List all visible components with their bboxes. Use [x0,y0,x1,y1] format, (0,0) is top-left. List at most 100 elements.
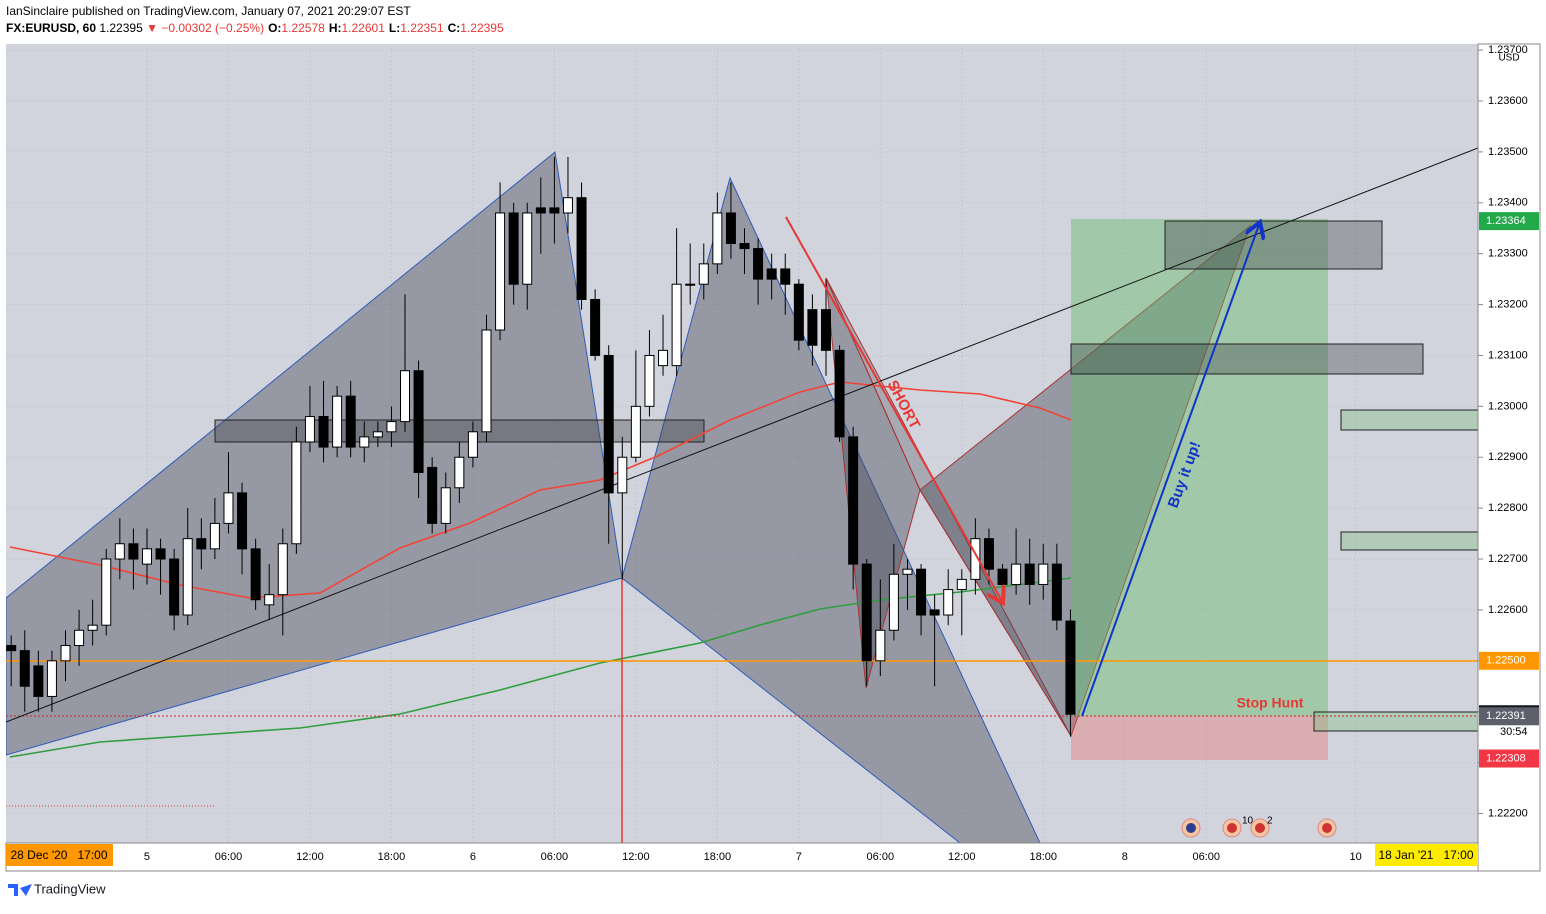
candle-body [956,578,967,591]
currency: USD [1498,53,1519,64]
candle-body [739,242,750,250]
range-start-badge [6,844,113,866]
candle-body [861,563,872,662]
zone-box [1340,531,1478,551]
change: ▼ −0.00302 (−0.25%) [146,21,264,35]
candle-body [983,538,994,570]
candle-body [291,441,302,545]
event-icon [1227,823,1237,833]
author-line: IanSinclaire published on TradingView.co… [6,4,411,18]
candle-body [902,568,913,575]
candle-body [766,268,777,280]
range-start: 28 Dec '20 17:00 [10,848,107,862]
x-tick-label: 18:00 [1030,851,1058,863]
candle-body [6,645,17,652]
price-badge-label: 1.22308 [1486,752,1526,764]
candle-body [277,543,288,596]
plot-background [6,44,1478,843]
x-tick-label: 12:00 [622,851,650,863]
price-badge [1479,212,1539,231]
candle-body [237,492,248,550]
symbol: FX:EURUSD, 60 [6,21,96,35]
candle-body [712,212,723,265]
candle-body [264,594,275,606]
candle-body [359,436,370,448]
y-tick-label: 1.22700 [1488,553,1528,565]
candle-body [60,645,71,662]
ohlc-value: 1.22578 [281,21,325,35]
x-tick-label: 12:00 [948,851,976,863]
symbol-line: FX:EURUSD, 60 1.22395 ▼ −0.00302 (−0.25%… [6,21,504,35]
candle-body [916,568,927,616]
candle-body [807,309,818,346]
pattern-2 [621,176,1041,843]
x-tick-label: 7 [796,851,802,863]
x-tick-label: 12:00 [296,851,324,863]
range-end: 18 Jan '21 17:00 [1378,848,1473,862]
ohlc-label: H: [329,21,342,35]
y-tick-label: 1.23200 [1488,298,1528,310]
x-tick-label: 06:00 [215,851,243,863]
y-tick-label: 1.23600 [1488,95,1528,107]
last: 1.22395 [99,21,143,35]
stop-zone [1071,716,1328,760]
x-tick-label: 8 [1122,851,1128,863]
y-tick-label: 1.22200 [1488,807,1528,819]
price-badge-label: 1.23364 [1486,215,1526,227]
x-tick-label: 06:00 [1192,851,1220,863]
y-tick-label: 1.23000 [1488,400,1528,412]
ma-red [9,381,1072,599]
y-tick-label: 1.23100 [1488,349,1528,361]
y-tick-label: 1.22800 [1488,502,1528,514]
candle-body [970,538,981,580]
price-badge [1479,749,1539,768]
candle-body [508,212,519,285]
candle-body [345,395,356,448]
candle-body [427,466,438,524]
x-tick-label: 18:00 [704,851,732,863]
pattern-3c [919,224,1252,738]
candle-body [658,349,669,367]
candle-body [888,573,899,631]
event-icons: 10 2 [1181,816,1337,838]
event-icon [1186,823,1196,833]
candle-body [1024,563,1035,585]
ohlc-value: 1.22601 [341,21,385,35]
candle-body [1065,620,1076,715]
candle-body [33,665,44,697]
candle-body [46,660,57,697]
candle-body [413,370,424,474]
event-count: 2 [1267,816,1273,827]
x-tick-label: 6 [470,851,476,863]
candle-body [617,456,628,494]
candle-body [223,492,234,524]
ohlc-label: O: [268,21,281,35]
candle-body [780,268,791,285]
candle-body [400,370,411,423]
candle-body [522,212,533,285]
candle-body [467,431,478,458]
candle-body [753,248,764,280]
candle-body [196,538,207,550]
trend-line [6,147,1478,723]
y-tick-label: 1.23500 [1488,146,1528,158]
range-end-badge [1375,844,1478,866]
price-badge-label: 1.22391 [1486,710,1526,722]
x-tick-label: 10 [1349,851,1361,863]
candle-body [155,548,166,560]
countdown: 30:54 [1500,726,1528,738]
candle-body [1011,563,1022,585]
zone-box [1313,711,1478,732]
candle-body [87,624,98,631]
zone-box [214,419,705,443]
candle-body [182,538,193,616]
target-zone [1071,219,1328,716]
candle-body [386,421,397,433]
candle-body [19,650,30,687]
candle-body [250,548,261,601]
candle-body [1051,563,1062,621]
candle-body [685,283,696,286]
candle-body [562,197,573,214]
candle-body [725,212,736,244]
